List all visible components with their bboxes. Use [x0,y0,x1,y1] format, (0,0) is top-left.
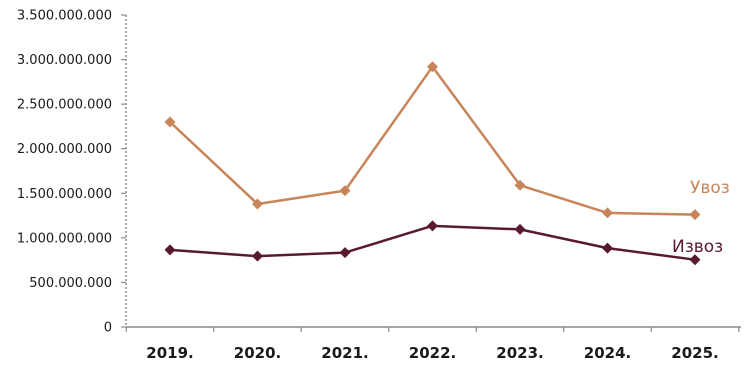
data-point [252,198,263,210]
series-labels: Увоз Извоз [672,178,730,257]
y-tick-label: 0 [104,321,112,336]
y-tick-label: 2.500.000.000 [17,98,112,113]
series-izvoz [164,220,701,266]
data-point [602,207,613,219]
data-point [602,242,613,254]
series-uvoz [164,61,701,221]
x-tick-label: 2020. [234,344,281,362]
series-layer [164,61,701,266]
data-point [339,185,351,197]
x-tick-label: 2023. [496,344,543,362]
data-point [252,250,263,262]
series-line [169,65,696,216]
y-tick-label: 3.500.000.000 [17,9,112,24]
y-tick-label: 3.000.000.000 [17,53,112,68]
y-tick-label: 2.000.000.000 [17,142,112,157]
x-tick-label: 2019. [146,344,193,362]
x-tick-label: 2025. [671,344,718,362]
data-point [427,61,438,73]
x-tick-label: 2022. [409,344,456,362]
data-point [514,179,526,191]
data-point [514,223,526,235]
y-tick-label: 1.500.000.000 [17,187,112,202]
data-point [427,220,438,232]
data-point [164,244,176,256]
y-tick-label: 500.000.000 [29,276,112,291]
series-label: Увоз [690,178,730,198]
y-axis: 0 500.000.000 1.000.000.000 1.500.000.000 2.… [17,9,127,336]
x-axis: 2019. 2020. 2021. 2022. 2023. 2024. 2025. [125,326,741,362]
series-label: Извоз [672,237,723,257]
x-tick-label: 2021. [321,344,368,362]
data-point [339,247,351,259]
x-tick-label: 2024. [584,344,631,362]
data-point [164,116,176,128]
data-point [689,254,701,266]
data-point [689,209,701,221]
y-tick-label: 1.000.000.000 [17,231,112,246]
